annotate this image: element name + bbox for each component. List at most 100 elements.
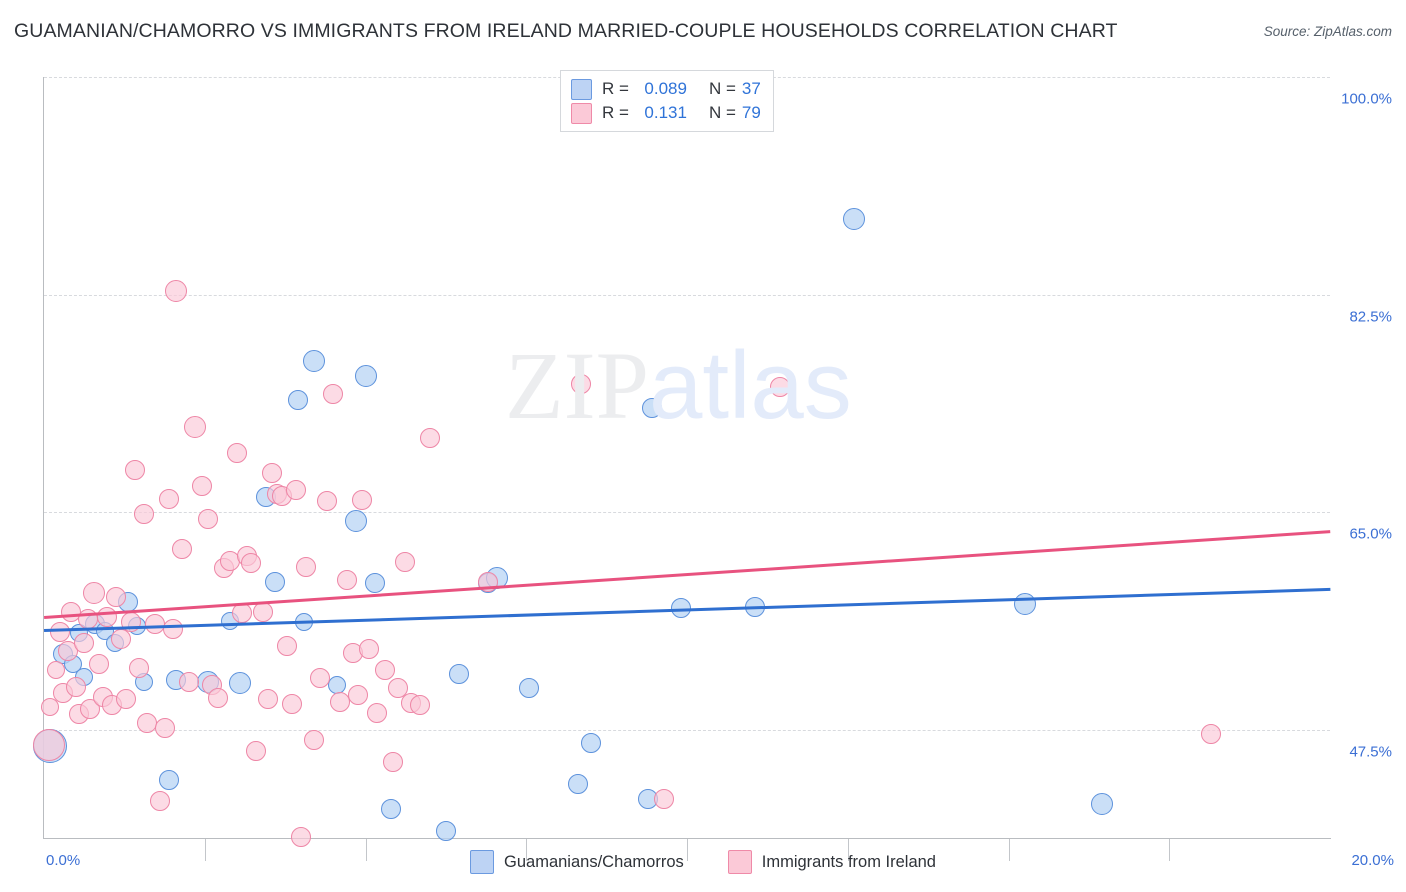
data-point[interactable] — [519, 677, 540, 698]
data-point[interactable] — [304, 730, 325, 751]
data-point[interactable] — [374, 660, 395, 681]
data-point[interactable] — [41, 697, 60, 716]
data-point[interactable] — [365, 573, 386, 594]
gridline — [44, 730, 1330, 732]
correlation-stats-legend: R = 0.089 N = 37 R = 0.131 N = 79 — [560, 70, 774, 132]
data-point[interactable] — [570, 374, 591, 395]
data-point[interactable] — [477, 572, 498, 593]
data-point[interactable] — [252, 601, 273, 622]
data-point[interactable] — [291, 827, 312, 848]
stats-swatch-blue — [571, 78, 592, 100]
data-point[interactable] — [241, 553, 262, 574]
data-point[interactable] — [347, 685, 368, 706]
x-axis-tick — [204, 839, 206, 861]
data-point[interactable] — [172, 538, 193, 559]
x-axis-line — [43, 838, 1331, 839]
data-point[interactable] — [419, 427, 440, 448]
stats-swatch-pink — [571, 102, 592, 124]
data-point[interactable] — [1090, 792, 1113, 815]
data-point[interactable] — [310, 667, 331, 688]
data-point[interactable] — [83, 582, 106, 605]
data-point[interactable] — [162, 619, 183, 640]
data-point[interactable] — [164, 279, 187, 302]
data-point[interactable] — [367, 702, 388, 723]
data-point[interactable] — [125, 460, 146, 481]
data-point[interactable] — [277, 635, 298, 656]
data-point[interactable] — [352, 489, 373, 510]
data-point[interactable] — [387, 677, 408, 698]
data-point[interactable] — [66, 676, 87, 697]
data-point[interactable] — [46, 661, 65, 680]
y-axis-tick-label: 47.5% — [1349, 743, 1392, 761]
page-title: GUAMANIAN/CHAMORRO VS IMMIGRANTS FROM IR… — [14, 20, 1118, 42]
data-point[interactable] — [358, 639, 379, 660]
data-point[interactable] — [329, 691, 350, 712]
data-point[interactable] — [641, 397, 662, 418]
data-point[interactable] — [354, 364, 377, 387]
data-point[interactable] — [226, 442, 247, 463]
data-point[interactable] — [1013, 593, 1036, 616]
gridline — [44, 512, 1330, 514]
data-point[interactable] — [580, 732, 601, 753]
data-point[interactable] — [136, 712, 157, 733]
data-point[interactable] — [670, 598, 691, 619]
data-point[interactable] — [448, 664, 469, 685]
data-point[interactable] — [246, 741, 267, 762]
data-point[interactable] — [184, 415, 207, 438]
data-point[interactable] — [1201, 723, 1222, 744]
data-point[interactable] — [88, 654, 109, 675]
stats-r-label-blue: R = — [602, 79, 629, 98]
data-point[interactable] — [106, 587, 127, 608]
data-point[interactable] — [381, 798, 402, 819]
data-point[interactable] — [97, 606, 117, 627]
legend-item-guamanians[interactable]: Guamanians/Chamorros — [470, 850, 684, 874]
data-point[interactable] — [262, 462, 283, 483]
data-point[interactable] — [111, 629, 132, 650]
data-point[interactable] — [435, 820, 456, 841]
data-point[interactable] — [323, 384, 344, 405]
data-point[interactable] — [316, 491, 337, 512]
data-point[interactable] — [232, 603, 253, 624]
stats-n-value-blue: 37 — [741, 79, 761, 98]
data-point[interactable] — [178, 671, 199, 692]
data-point[interactable] — [120, 611, 141, 632]
data-point[interactable] — [410, 695, 431, 716]
data-point[interactable] — [843, 207, 866, 230]
data-point[interactable] — [73, 633, 94, 654]
x-axis-tick — [526, 839, 528, 861]
data-point[interactable] — [116, 689, 137, 710]
y-axis-tick-label: 82.5% — [1349, 308, 1392, 326]
data-point[interactable] — [265, 572, 286, 593]
data-point[interactable] — [159, 488, 180, 509]
data-point[interactable] — [744, 596, 765, 617]
data-point[interactable] — [567, 773, 588, 794]
data-point[interactable] — [50, 621, 71, 642]
legend-item-irish[interactable]: Immigrants from Ireland — [727, 850, 936, 874]
x-axis-tick — [847, 839, 849, 861]
data-point[interactable] — [149, 791, 170, 812]
data-point[interactable] — [654, 788, 675, 809]
data-point[interactable] — [159, 769, 180, 790]
data-point[interactable] — [382, 752, 403, 773]
data-point[interactable] — [295, 612, 314, 631]
data-point[interactable] — [303, 349, 326, 372]
data-point[interactable] — [344, 510, 367, 533]
data-point[interactable] — [286, 480, 307, 501]
legend-swatch-irish — [727, 850, 752, 874]
data-point[interactable] — [229, 671, 252, 694]
data-point[interactable] — [133, 503, 154, 524]
data-point[interactable] — [287, 390, 308, 411]
data-point[interactable] — [281, 694, 302, 715]
data-point[interactable] — [129, 657, 150, 678]
data-point[interactable] — [154, 717, 175, 738]
data-point[interactable] — [33, 729, 66, 762]
x-axis-min-label: 0.0% — [46, 852, 81, 869]
data-point[interactable] — [197, 508, 218, 529]
data-point[interactable] — [337, 569, 358, 590]
data-point[interactable] — [395, 552, 416, 573]
data-point[interactable] — [770, 376, 791, 397]
data-point[interactable] — [207, 687, 228, 708]
data-point[interactable] — [296, 557, 317, 578]
data-point[interactable] — [191, 476, 212, 497]
data-point[interactable] — [257, 689, 278, 710]
